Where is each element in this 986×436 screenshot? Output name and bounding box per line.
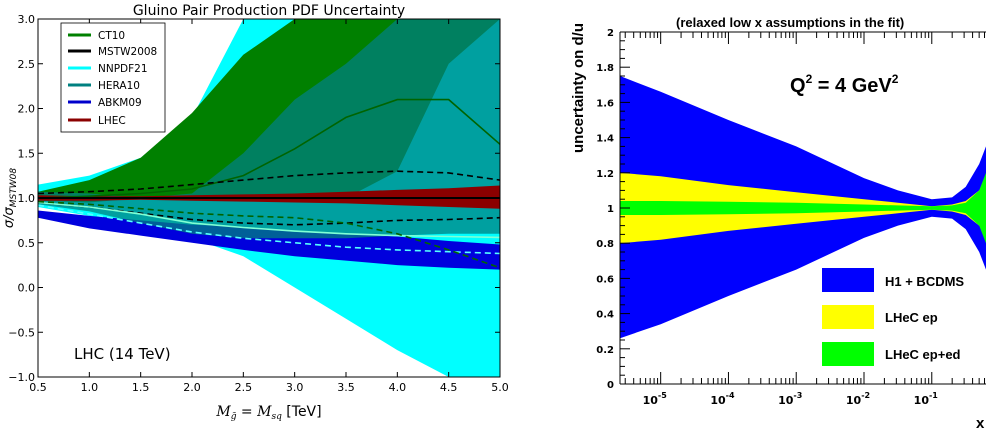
legend-label-mstw2008: MSTW2008 [98,46,157,58]
left-axis-ticks: 0.5 1.0 1.5 2.0 2.5 3.0 3.5 4.0 4.5 5.0 −1.0 −0.5 0.… [8,13,508,394]
right-ylabel: uncertainty on d/u [570,23,587,153]
legend-label-h1-bcdms: H1 + BCDMS [885,274,964,289]
right-legend: H1 + BCDMS LHeC ep LHeC ep+ed [822,268,964,366]
right-xtick-label: 10-5 [643,391,668,407]
line-ct10-lower-dashed [38,200,500,269]
line-hera10-central [38,201,500,239]
left-ytick-label: 2.5 [18,58,36,71]
right-xtick-label: 10-2 [846,391,870,407]
left-lines [38,98,500,269]
right-xtick-label: 10-4 [710,391,735,407]
line-mstw2008-lower [38,201,500,226]
left-xlabel: Mg̃ = Msq [TeV] [215,404,321,422]
left-chart: Gluino Pair Production PDF Uncertainty 0… [2,3,509,422]
legend-label-abkm09: ABKM09 [98,97,142,109]
left-legend: CT10 MSTW2008 NNPDF21 HERA10 ABKM09 LHEC [60,22,166,133]
legend-swatch-lhec-ep [822,305,874,329]
left-ylabel: σ/σMSTW08 [2,168,19,228]
left-xtick-label: 0.5 [29,381,47,394]
right-xlabel: x [976,415,985,432]
left-ytick-label: 3.0 [18,13,36,26]
left-xtick-label: 3.0 [286,381,304,394]
line-ct10-central [38,98,500,199]
right-ytick-label: 1.6 [596,98,614,109]
left-ytick-label: 0.5 [18,237,36,250]
left-ytick-label: 1.5 [18,147,36,160]
left-xtick-label: 4.0 [389,381,407,394]
right-ytick-label: 0.6 [596,274,614,285]
left-chart-title: Gluino Pair Production PDF Uncertainty [133,3,405,19]
legend-label-lhec-ep: LHeC ep [885,310,938,325]
right-ytick-label: 0.8 [596,239,614,250]
line-mstw2008-upper [38,170,500,195]
legend-swatch-lhec-ep-ed [822,342,874,366]
right-chart: 0 0.2 0.4 0.6 0.8 1 1.2 1.4 1.6 1.8 2 10-5 10-4 10-3 1… [570,15,986,432]
legend-swatch-h1-bcdms [822,268,874,292]
right-ytick-label: 1.4 [596,134,614,145]
right-ytick-label: 0.2 [596,345,614,356]
right-ytick-label: 0 [607,380,614,391]
left-xtick-label: 1.0 [81,381,99,394]
band-lhec-ep-ed [620,172,986,244]
legend-label-lhec: LHEC [98,115,126,127]
left-xtick-label: 2.5 [235,381,253,394]
right-bands [620,76,986,339]
line-nnpdf21-central [38,204,500,255]
legend-label-hera10: HERA10 [98,80,140,92]
left-ytick-label: −0.5 [8,326,35,339]
right-inner-title: (relaxed low x assumptions in the fit) [676,15,904,30]
left-ytick-label: 1.0 [18,192,36,205]
right-ytick-label: 1.8 [596,63,614,74]
left-ytick-label: 0.0 [18,282,36,295]
right-q2-label: Q2 = 4 GeV2 [790,72,899,97]
right-xtick-label: 10-3 [778,391,802,407]
right-xtick-label: 10-1 [914,391,939,407]
right-axis-ticks: 0 0.2 0.4 0.6 0.8 1 1.2 1.4 1.6 1.8 2 10-5 10-4 10-3 1… [596,28,986,407]
left-legend-box [60,22,166,133]
legend-label-lhec-ep-ed: LHeC ep+ed [885,347,961,362]
left-xtick-label: 4.5 [440,381,458,394]
left-annotation: LHC (14 TeV) [74,345,171,363]
left-xtick-label: 3.5 [337,381,355,394]
left-xtick-label: 5.0 [491,381,509,394]
left-xtick-label: 2.0 [183,381,201,394]
left-ytick-label: −1.0 [8,371,35,384]
legend-label-nnpdf21: NNPDF21 [98,63,148,75]
legend-label-ct10: CT10 [98,30,125,42]
left-ytick-label: 2.0 [18,103,36,116]
band-hera10 [38,19,500,239]
right-ytick-label: 0.4 [596,310,614,321]
right-ytick-label: 1 [607,204,614,215]
right-ytick-label: 1.2 [596,169,614,180]
right-ytick-label: 2 [607,28,614,39]
left-xtick-label: 1.5 [132,381,150,394]
